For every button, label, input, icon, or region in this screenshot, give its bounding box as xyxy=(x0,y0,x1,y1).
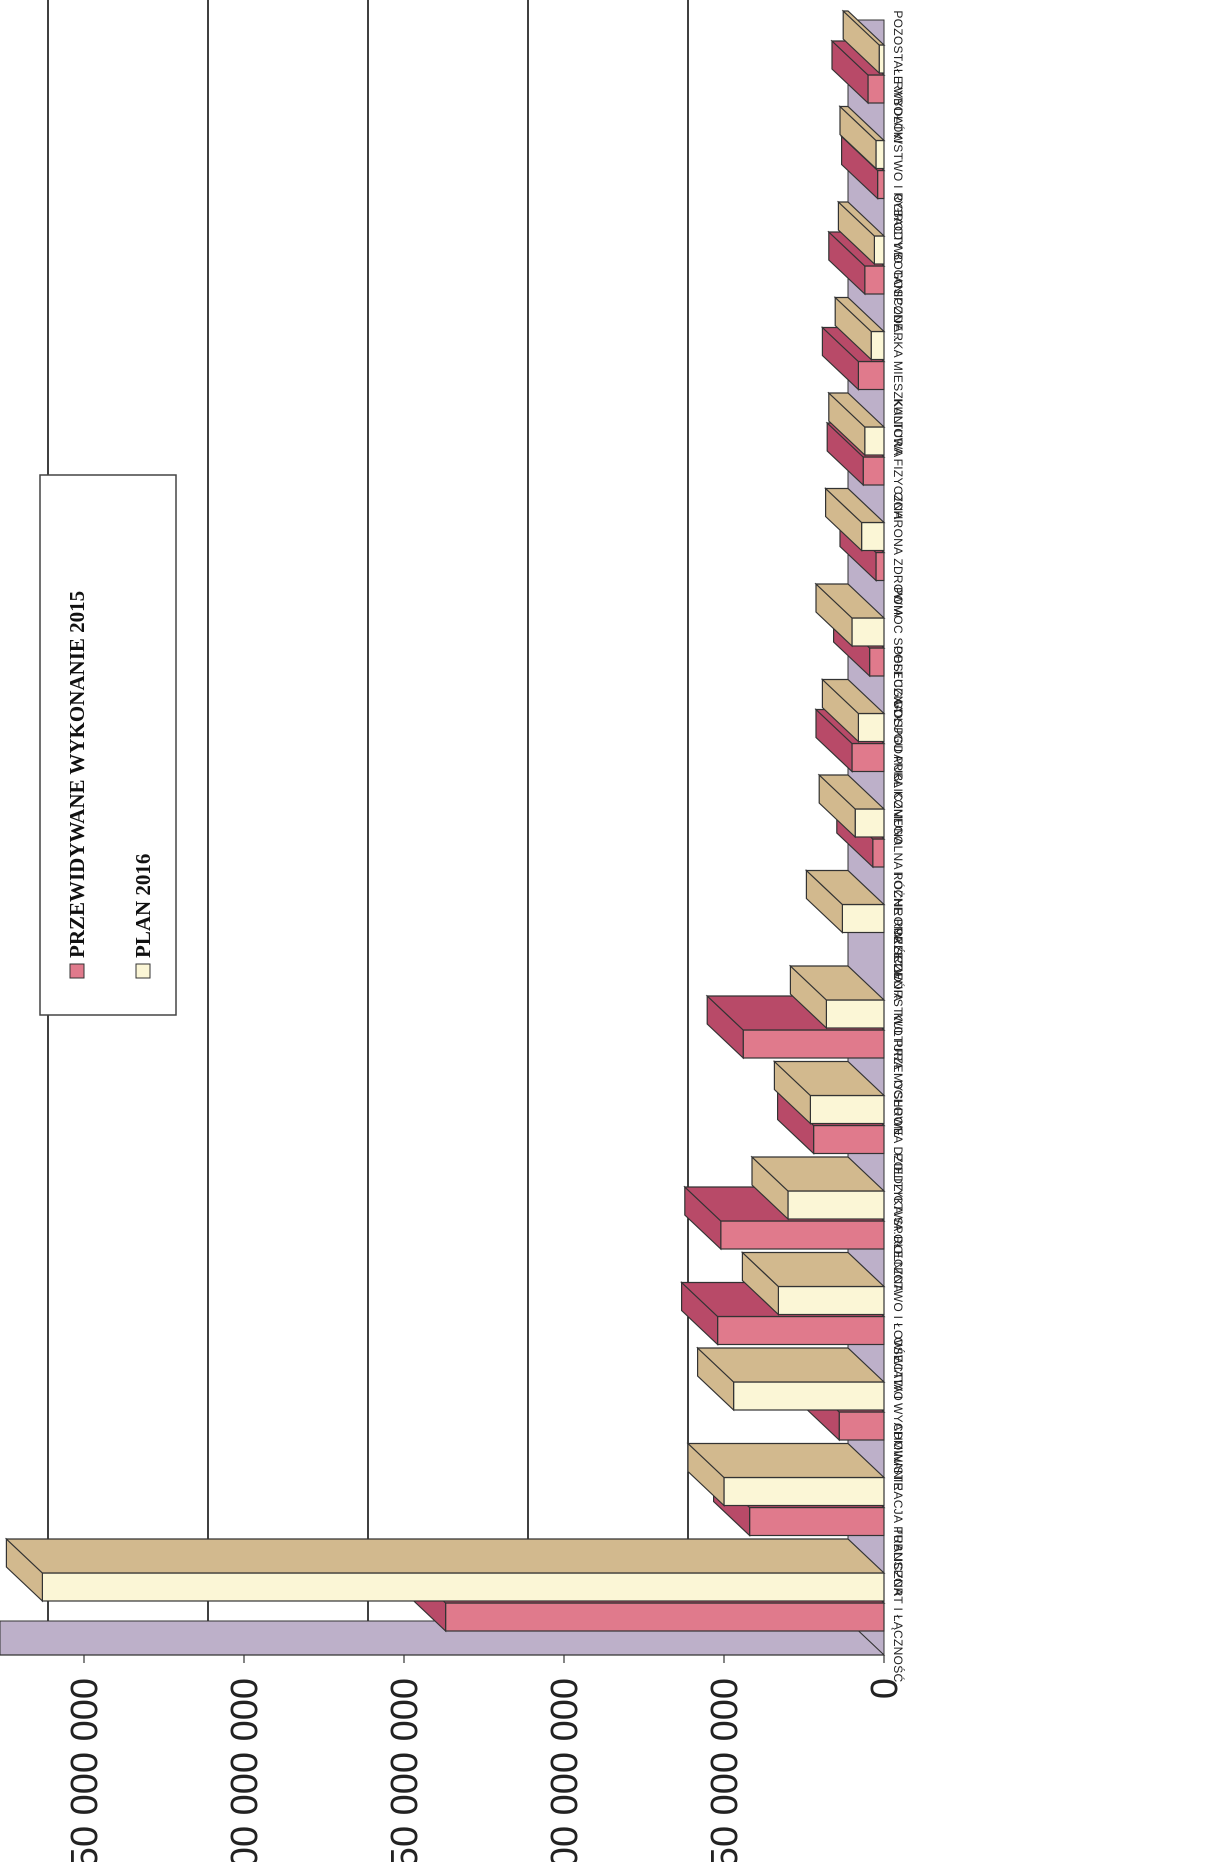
y-tick-label: 150 000 000 xyxy=(384,1678,426,1862)
legend-swatch-series-2 xyxy=(135,963,151,979)
legend-swatch-series-1 xyxy=(69,963,85,979)
bar-series-2 xyxy=(836,200,886,266)
category-label: KULTURA FIZYCZNA xyxy=(891,398,905,519)
bar-series-2 xyxy=(772,1060,886,1125)
category-label: POLITYKA SPOŁECZNA xyxy=(891,1153,905,1292)
bar-series-2 xyxy=(814,582,886,648)
bar-series-2 xyxy=(750,1155,886,1221)
category-label: TRANSPORT I ŁĄCZNOŚĆ xyxy=(891,1528,906,1683)
y-tick-label: 0 xyxy=(864,1678,906,1699)
bar-series-2 xyxy=(804,869,886,934)
bar-series-2 xyxy=(827,391,886,457)
y-tick-label: 100 000 000 xyxy=(544,1678,586,1862)
category-label: PRZETWÓRSTWO PRZEMYSŁOWE xyxy=(891,928,906,1137)
bar-series-2 xyxy=(817,773,886,839)
bars xyxy=(4,9,886,1633)
value-axis: 0 50 000 000 100 000 000 150 000 000 200 000… xyxy=(0,1654,906,1862)
category-label: GOSPODARKA MIESZKANIOWA xyxy=(891,270,905,458)
y-tick-label: 200 000 000 xyxy=(224,1678,266,1862)
bar-series-2 xyxy=(4,1537,886,1603)
category-label: ROLNICTWO I ŁOWIECTWO xyxy=(891,1236,905,1401)
bar-series-2 xyxy=(824,487,886,552)
bar-series-2 xyxy=(833,296,886,361)
legend-box xyxy=(39,474,177,1016)
bar-series-1 xyxy=(830,39,886,105)
y-tick-label: 250 000 000 xyxy=(64,1678,106,1862)
category-label: OGRODY BOTANICZNE... xyxy=(891,194,905,343)
category-label: OŚWIATA I WYCHOWANIE xyxy=(891,1337,906,1491)
category-label: RÓŻNE ROZLICZENIA xyxy=(891,872,906,1002)
category-label: ADMINISTRACJA PUBLICZNA xyxy=(891,1423,905,1597)
bar-series-2 xyxy=(740,1251,886,1316)
bar-series-2 xyxy=(838,105,886,170)
y-tick-label: 50 000 000 xyxy=(704,1678,746,1862)
category-label: KULTURA I OCHRONA DZIEDZICTWA... xyxy=(891,1013,905,1243)
bar-series-2 xyxy=(841,9,886,75)
category-label: POMOC SPOŁECZNA xyxy=(891,587,905,713)
bar-series-2 xyxy=(788,964,886,1030)
bar-series-2 xyxy=(696,1346,886,1412)
category-label: GOSPODARKA KOMUNALNA I OCHRONA ŚROD xyxy=(891,700,906,983)
category-label: POZOSTAŁE WYDATKI xyxy=(891,10,905,143)
category-label: RYBOŁÓWSTWO I RYBACTWO xyxy=(891,81,906,264)
category-label: OBSŁUGA DŁUGU PUBLICZNEGO xyxy=(891,646,905,846)
legend-label-series-2: PLAN 2016 xyxy=(131,854,155,958)
legend: PRZEWIDYWANE WYKONANIE 2015 PLAN 2016 xyxy=(39,474,177,1016)
bar-series-2 xyxy=(820,678,886,743)
category-label: OCHRONA ZDROWIA xyxy=(891,492,905,617)
bar-series-2 xyxy=(686,1442,886,1507)
legend-label-series-1: PRZEWIDYWANE WYKONANIE 2015 xyxy=(65,591,89,958)
